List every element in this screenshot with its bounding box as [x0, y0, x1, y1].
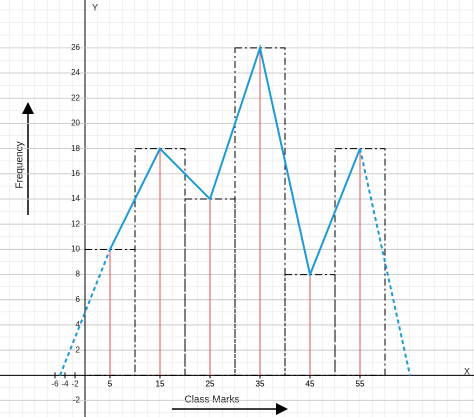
x-tick-label: 55 — [356, 380, 365, 389]
polygon-extension — [59, 249, 111, 376]
y-tick-label: 12 — [71, 219, 80, 228]
y-tick-label: 8 — [76, 270, 81, 279]
x-tick-label: -2 — [71, 380, 79, 389]
y-tick-label: 14 — [71, 194, 80, 203]
y-tick-label: 4 — [76, 320, 81, 329]
x-tick-label: 5 — [108, 380, 113, 389]
y-tick-label: -2 — [73, 396, 81, 405]
y-tick-label: 24 — [71, 68, 80, 77]
class-mark-label: 25 — [206, 380, 215, 389]
y-tick-label: 20 — [71, 119, 80, 128]
y-tick-label: 10 — [71, 245, 80, 254]
y-tick-label: 26 — [71, 43, 80, 52]
x-tick-label: 35 — [256, 380, 265, 389]
x-tick-label: 45 — [306, 380, 315, 389]
x-tick-label: 25 — [206, 380, 215, 389]
x-tick-label: 15 — [156, 380, 165, 389]
y-axis-name: Y — [92, 2, 98, 12]
class-mark-label: 45 — [306, 380, 315, 389]
y-axis-title: Frequency — [15, 141, 26, 188]
y-tick-label: 22 — [71, 93, 80, 102]
class-mark-label: 15 — [156, 380, 165, 389]
x-tick-label: -6 — [51, 380, 59, 389]
y-tick-label: 18 — [71, 144, 80, 153]
class-mark-label: 5 — [108, 380, 113, 389]
y-tick-label: 6 — [76, 295, 81, 304]
class-mark-label: 55 — [356, 380, 365, 389]
x-tick-label: -4 — [61, 380, 69, 389]
frequency-polygon — [109, 44, 361, 279]
x-axis-name: X — [464, 366, 470, 376]
y-tick-label: 16 — [71, 169, 80, 178]
class-mark-label: 35 — [256, 380, 265, 389]
polygon-extension — [359, 148, 411, 376]
y-tick-label: 2 — [76, 345, 81, 354]
x-axis-title: Class Marks — [184, 395, 239, 406]
